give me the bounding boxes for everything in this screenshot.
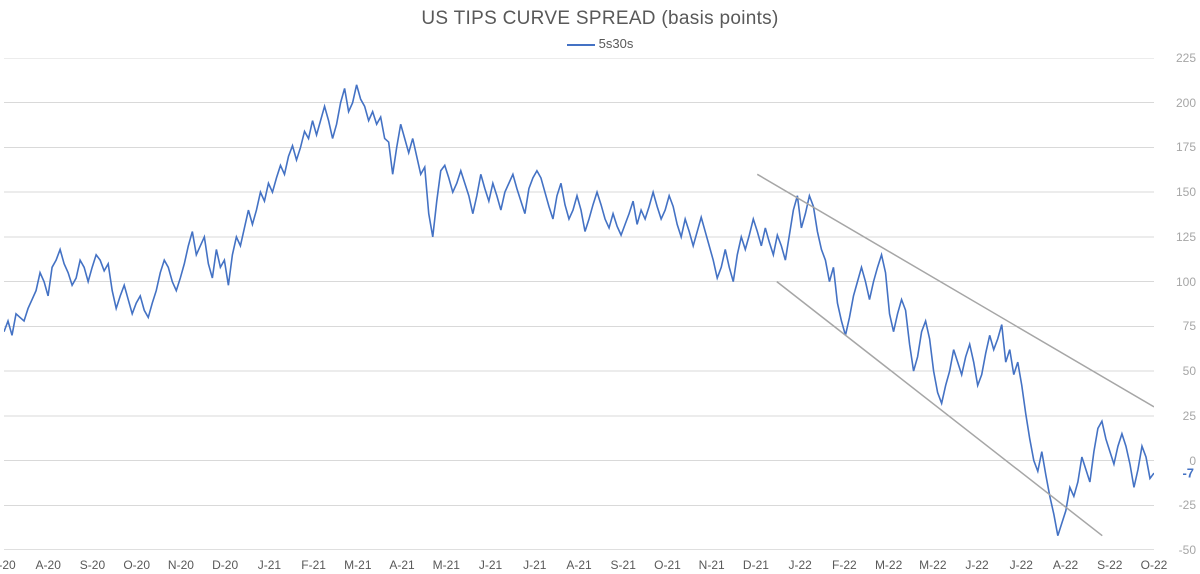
y-tick-label: 225 <box>1160 51 1196 65</box>
x-tick-label: S-20 <box>80 558 105 572</box>
x-tick-label: J-22 <box>788 558 811 572</box>
chart-svg <box>4 58 1154 550</box>
x-tick-label: J-21 <box>258 558 281 572</box>
x-tick-label: S-22 <box>1097 558 1122 572</box>
y-tick-label: 75 <box>1160 319 1196 333</box>
legend-line-icon <box>567 44 595 46</box>
x-tick-label: N-21 <box>699 558 725 572</box>
x-tick-label: J-20 <box>0 558 16 572</box>
x-tick-label: J-21 <box>523 558 546 572</box>
chart-legend: 5s30s <box>0 36 1200 51</box>
x-tick-label: D-21 <box>743 558 769 572</box>
x-tick-label: M-22 <box>919 558 946 572</box>
y-tick-label: 100 <box>1160 275 1196 289</box>
x-tick-label: F-22 <box>832 558 857 572</box>
y-tick-label: 175 <box>1160 140 1196 154</box>
x-tick-label: S-21 <box>611 558 636 572</box>
x-tick-label: F-21 <box>301 558 326 572</box>
x-tick-label: A-21 <box>566 558 591 572</box>
tips-curve-chart: US TIPS CURVE SPREAD (basis points) 5s30… <box>0 0 1200 574</box>
y-tick-label: -50 <box>1160 543 1196 557</box>
y-tick-label: -25 <box>1160 498 1196 512</box>
legend-label: 5s30s <box>599 36 634 51</box>
x-tick-label: A-20 <box>36 558 61 572</box>
x-tick-label: A-22 <box>1053 558 1078 572</box>
x-tick-label: O-21 <box>654 558 681 572</box>
plot-area <box>4 58 1154 550</box>
x-tick-label: J-22 <box>1010 558 1033 572</box>
x-tick-label: A-21 <box>389 558 414 572</box>
x-tick-label: M-21 <box>344 558 371 572</box>
last-value-label: -7 <box>1182 466 1194 481</box>
y-tick-label: 150 <box>1160 185 1196 199</box>
y-tick-label: 125 <box>1160 230 1196 244</box>
x-tick-label: O-20 <box>123 558 150 572</box>
y-tick-label: 200 <box>1160 96 1196 110</box>
x-tick-label: O-22 <box>1141 558 1168 572</box>
x-tick-label: D-20 <box>212 558 238 572</box>
trend-line-2 <box>777 282 1102 536</box>
y-tick-label: 50 <box>1160 364 1196 378</box>
trend-line-1 <box>757 174 1154 407</box>
x-tick-label: J-21 <box>479 558 502 572</box>
x-tick-label: M-21 <box>433 558 460 572</box>
chart-title: US TIPS CURVE SPREAD (basis points) <box>0 8 1200 30</box>
x-tick-label: N-20 <box>168 558 194 572</box>
x-tick-label: M-22 <box>875 558 902 572</box>
x-tick-label: J-22 <box>965 558 988 572</box>
series-line <box>4 85 1154 536</box>
y-tick-label: 25 <box>1160 409 1196 423</box>
